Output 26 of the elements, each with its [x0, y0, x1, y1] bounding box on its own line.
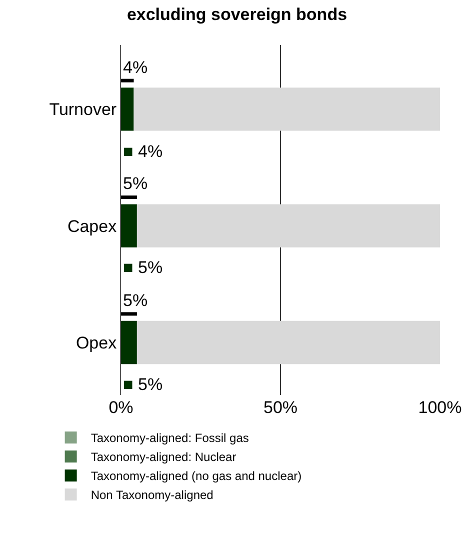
bar [136, 320, 440, 364]
legend-label: Taxonomy-aligned: Fossil gas [90, 431, 249, 446]
legend-label: Non Taxonomy-aligned [90, 488, 214, 502]
bar [121, 204, 137, 248]
bar [121, 320, 137, 364]
annotation: ■ 4% [123, 142, 163, 161]
legend-label: Taxonomy-aligned: Nuclear [90, 450, 236, 464]
bar [136, 204, 440, 248]
annotation: ■ 5% [123, 258, 163, 277]
chart-title: excluding sovereign bonds [126, 5, 348, 24]
x-tick-label: 0% [108, 398, 134, 417]
bar [121, 196, 137, 199]
legend-label: Taxonomy-aligned (no gas and nuclear) [90, 469, 302, 484]
y-tick-label: Opex [76, 333, 118, 352]
bar [134, 88, 440, 131]
bar [121, 88, 134, 131]
x-tick-label: 50% [263, 398, 298, 417]
data-label: 5% [123, 174, 148, 193]
data-label: 5% [123, 291, 148, 310]
bar [121, 312, 137, 316]
annotation: ■ 5% [123, 375, 163, 394]
data-label: 4% [123, 58, 148, 77]
x-tick-label: 100% [418, 398, 462, 417]
y-tick-label: Turnover [49, 100, 117, 120]
bar [121, 78, 134, 82]
y-tick-label: Capex [67, 216, 118, 236]
